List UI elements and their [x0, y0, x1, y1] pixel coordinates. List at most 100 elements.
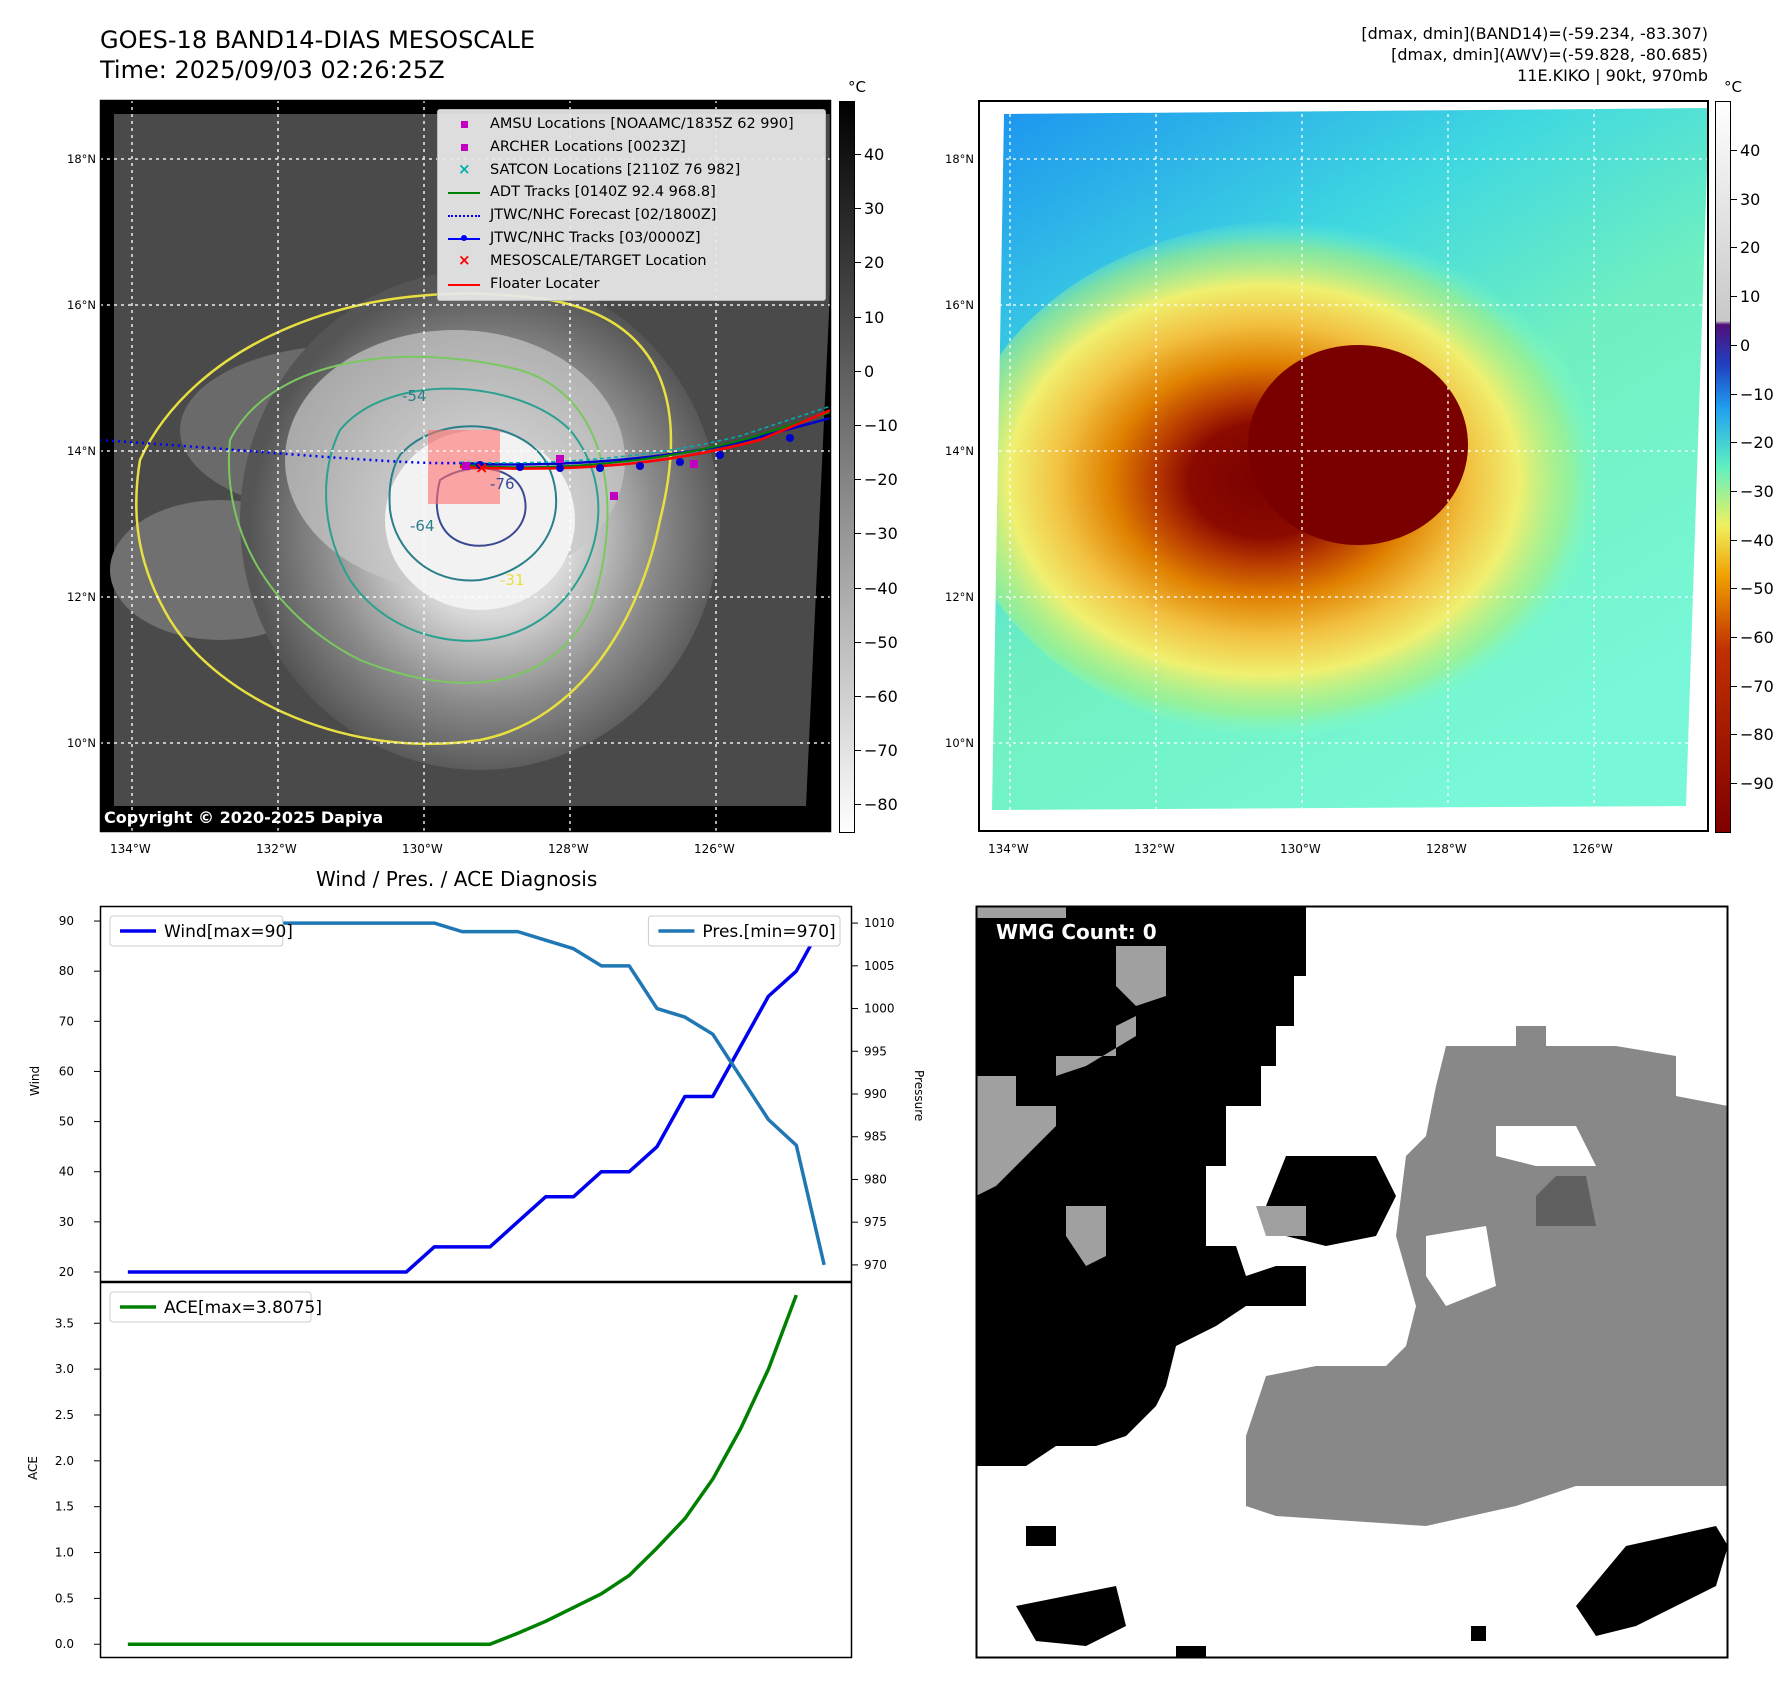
contour-label: -31 [500, 571, 525, 589]
pressure-axis-label: Pressure [912, 1070, 926, 1122]
legend-symbol-icon [446, 227, 482, 250]
colorbar-tick-mark [855, 641, 861, 643]
colorbar-tick-mark [1731, 539, 1737, 541]
lat-tick-label: 10°N [945, 736, 974, 750]
y2-tick-label: 1005 [864, 959, 895, 973]
colorbar-tick-label: −10 [864, 416, 898, 435]
enh-colorbar [1715, 101, 1731, 833]
y-tick-label: 2.0 [55, 1454, 74, 1468]
y-tick-label: 0.0 [55, 1637, 74, 1651]
legend-label: AMSU Locations [NOAAMC/1835Z 62 990] [490, 116, 794, 132]
ir-colorbar [839, 101, 855, 833]
y2-tick-label: 1010 [864, 916, 895, 930]
colorbar-tick-mark [1731, 734, 1737, 736]
lat-tick-label: 16°N [945, 298, 974, 312]
colorbar-tick-mark [855, 154, 861, 155]
enh-colorbar-unit: °C [1724, 78, 1742, 96]
colorbar-tick-label: 0 [1740, 335, 1751, 355]
colorbar-tick-label: 10 [864, 307, 885, 327]
wmg-panel [975, 905, 1729, 1659]
chart-legend: ACE[max=3.8075] [109, 1291, 322, 1323]
contour-label: -54 [402, 387, 427, 405]
colorbar-tick-mark [855, 370, 861, 372]
colorbar-tick-label: −90 [1740, 774, 1774, 794]
y-tick-label: 30 [59, 1215, 74, 1229]
legend-label: SATCON Locations [2110Z 76 982] [490, 161, 741, 178]
colorbar-tick-mark [1731, 442, 1737, 444]
colorbar-tick-label: 10 [1740, 287, 1761, 307]
legend-label: Floater Locater [490, 275, 600, 292]
wind-pressure-chart: 20 30 40 50 60 70 80 90 970 975 980 985 990 995 1000 10… [59, 905, 895, 1283]
y-tick-label: 90 [59, 914, 74, 928]
colorbar-tick-label: −20 [1740, 433, 1774, 453]
lat-tick-label: 10°N [67, 736, 96, 750]
lon-tick-label: 130°W [402, 842, 443, 856]
chart-legend-label: Wind[max=90] [164, 922, 293, 942]
lat-tick-label: 18°N [67, 152, 96, 166]
colorbar-tick-label: −40 [864, 578, 898, 598]
y-tick-label: 50 [59, 1115, 74, 1129]
legend-label: ADT Tracks [0140Z 92.4 968.8] [490, 184, 716, 201]
colorbar-tick-mark [855, 804, 861, 806]
y-tick-label: 1.5 [55, 1500, 74, 1514]
colorbar-tick-label: −20 [864, 470, 898, 490]
legend-symbol-icon [446, 204, 482, 227]
y2-tick-label: 975 [864, 1215, 887, 1229]
colorbar-tick-label: 20 [1740, 238, 1761, 258]
colorbar-tick-label: 30 [864, 199, 885, 219]
y-tick-label: 20 [59, 1265, 74, 1279]
lat-tick-label: 16°N [67, 298, 96, 312]
colorbar-tick-label: −60 [864, 687, 898, 706]
colorbar-tick-mark [855, 750, 861, 752]
colorbar-tick-label: −80 [864, 795, 898, 815]
wind-axis-label: Wind [28, 1065, 42, 1096]
y-tick-label: 60 [59, 1064, 74, 1078]
colorbar-tick-mark [855, 262, 861, 264]
ace-axis-label: ACE [26, 1456, 40, 1480]
colorbar-tick-mark [1731, 344, 1737, 346]
plot-frame [99, 905, 853, 1283]
y2-tick-label: 990 [864, 1087, 887, 1101]
legend-symbol-icon [446, 273, 482, 296]
series-line-1 [127, 921, 826, 1266]
ace-chart: 0.0 0.5 1.0 1.5 2.0 2.5 3.0 3.5 ACE[max=3.8075] [55, 1281, 853, 1659]
colorbar-tick-mark [1731, 393, 1737, 395]
y2-tick-label: 980 [864, 1172, 887, 1186]
svg-text:×: × [475, 458, 488, 477]
y2-tick-label: 1000 [864, 1002, 895, 1016]
colorbar-tick-mark [855, 533, 861, 535]
lon-tick-label: 128°W [1426, 842, 1467, 856]
colorbar-tick-label: −30 [1740, 481, 1774, 501]
colorbar-tick-label: −50 [1740, 579, 1774, 599]
colorbar-tick-label: 40 [1740, 141, 1761, 160]
lon-tick-label: 126°W [1572, 842, 1613, 856]
lon-tick-label: 134°W [110, 842, 151, 856]
colorbar-tick-label: −40 [1740, 530, 1774, 550]
colorbar-tick-mark [1731, 150, 1737, 151]
legend-label: JTWC/NHC Tracks [03/0000Z] [490, 229, 701, 246]
colorbar-tick-mark [855, 316, 861, 318]
figure-title: GOES-18 BAND14-DIAS MESOSCALE [100, 26, 536, 54]
contour-label: -64 [410, 517, 435, 535]
series-line-0 [127, 1294, 798, 1646]
series-line-0 [127, 920, 826, 1274]
colorbar-tick-mark [855, 587, 861, 589]
map-legend: AMSU Locations [NOAAMC/1835Z 62 990] ARCH… [437, 109, 826, 301]
colorbar-tick-mark [1731, 783, 1737, 785]
legend-item: × SATCON Locations [2110Z 76 982] [438, 159, 825, 182]
colorbar-tick-mark [1731, 296, 1737, 298]
y2-tick-label: 985 [864, 1130, 887, 1144]
lat-tick-label: 18°N [945, 152, 974, 166]
lon-tick-label: 130°W [1280, 842, 1321, 856]
plot-frame [99, 1281, 853, 1659]
legend-label: JTWC/NHC Forecast [02/1800Z] [490, 207, 717, 224]
y-tick-label: 3.0 [55, 1362, 74, 1376]
colorbar-tick-mark [855, 208, 861, 210]
legend-item: ARCHER Locations [0023Z] [438, 136, 825, 159]
storm-info: 11E.KIKO | 90kt, 970mb [1517, 66, 1708, 85]
y2-tick-label: 970 [864, 1258, 887, 1272]
colorbar-tick-label: −70 [1740, 676, 1774, 696]
legend-symbol-icon [446, 181, 482, 204]
lat-tick-label: 12°N [945, 590, 974, 604]
legend-symbol-icon [446, 136, 482, 159]
